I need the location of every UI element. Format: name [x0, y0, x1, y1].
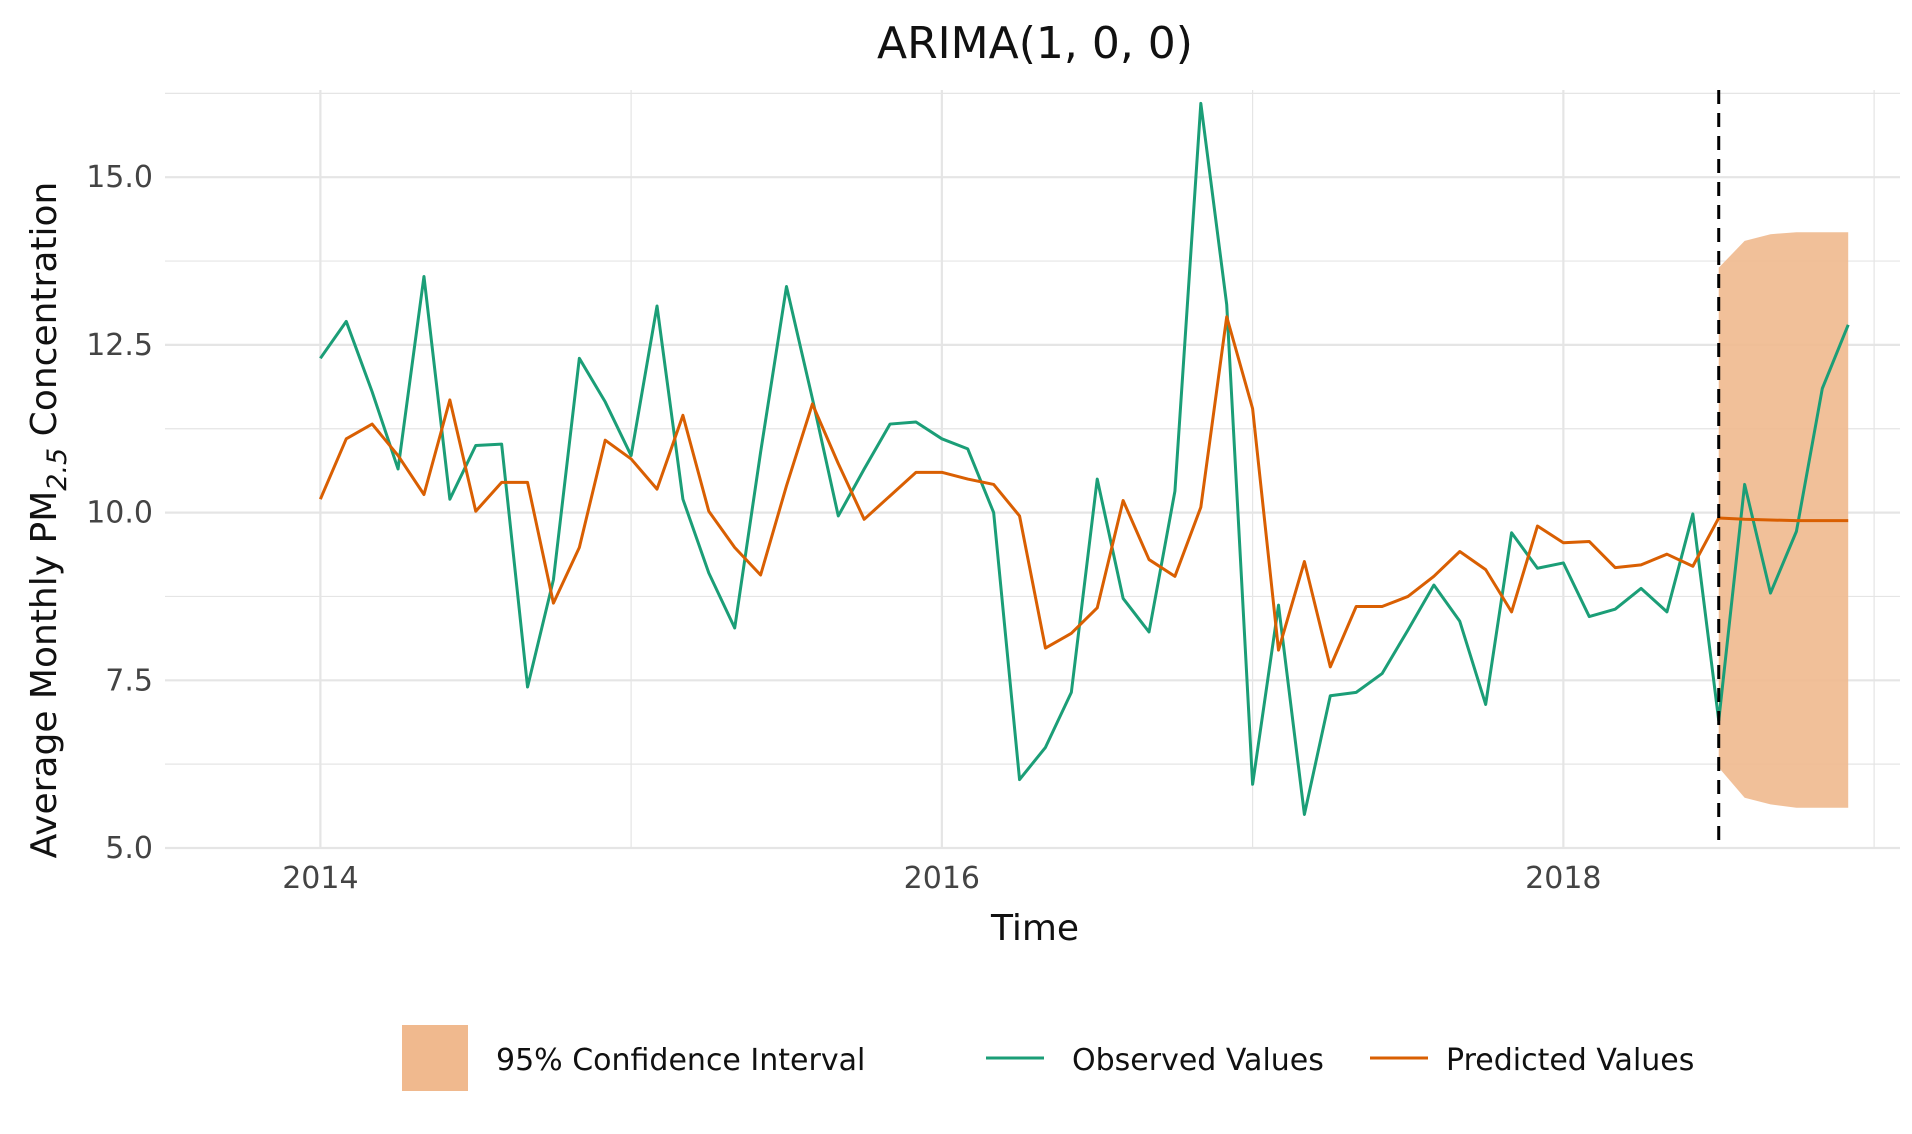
grid — [165, 90, 1900, 850]
series-layer — [318, 101, 1850, 816]
x-tick-label: 2014 — [282, 861, 358, 896]
y-tick-label: 12.5 — [86, 328, 153, 363]
legend-label-predicted: Predicted Values — [1446, 1043, 1694, 1078]
x-tick-label: 2018 — [1525, 861, 1601, 896]
legend-item-predicted: Predicted Values — [1370, 1043, 1694, 1078]
x-tick-label: 2016 — [904, 861, 980, 896]
legend-item-observed: Observed Values — [986, 1043, 1324, 1078]
y-tick-label: 5.0 — [105, 831, 153, 866]
legend-item-ci: 95% Confidence Interval — [402, 1025, 865, 1091]
y-tick-label: 10.0 — [86, 496, 153, 531]
y-tick-label: 15.0 — [86, 160, 153, 195]
tick-labels: 5.0 7.5 10.0 12.5 15.0 2014 2016 2018 — [86, 160, 1601, 896]
y-axis-title: Average Monthly PM2.5 Concentration — [24, 182, 73, 859]
legend-label-observed: Observed Values — [1072, 1043, 1324, 1078]
y-axis-title-suffix: Concentration — [24, 182, 65, 448]
y-axis-title-subscript: 2.5 — [42, 448, 73, 491]
legend-swatch-ci — [402, 1025, 468, 1091]
legend: 95% Confidence Interval Observed Values … — [402, 1025, 1694, 1091]
y-tick-label: 7.5 — [105, 663, 153, 698]
legend-label-ci: 95% Confidence Interval — [496, 1043, 865, 1078]
chart-title: ARIMA(1, 0, 0) — [877, 18, 1193, 69]
series-line-predicted — [318, 315, 1849, 669]
y-axis-title-main: Average Monthly PM — [24, 491, 65, 859]
series-line-observed — [319, 101, 1850, 816]
x-axis-title: Time — [990, 908, 1079, 949]
